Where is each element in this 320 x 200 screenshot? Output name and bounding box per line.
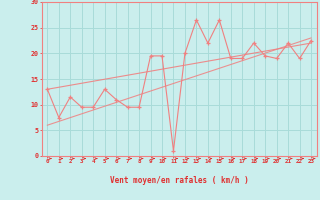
X-axis label: Vent moyen/en rafales ( km/h ): Vent moyen/en rafales ( km/h ) (110, 176, 249, 185)
